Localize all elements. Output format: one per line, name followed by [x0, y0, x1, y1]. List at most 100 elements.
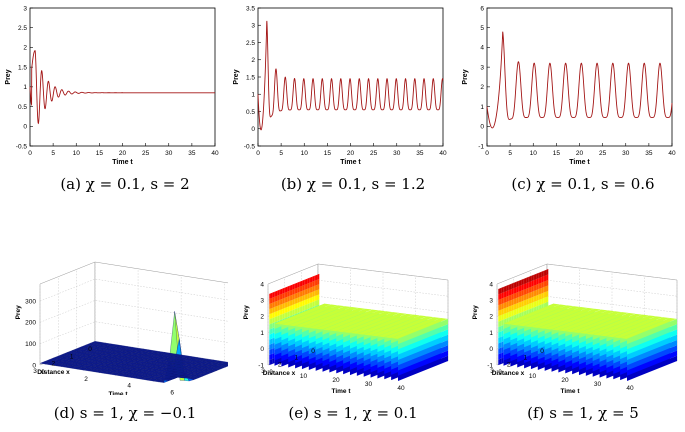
- e-ridge-cell: [282, 292, 285, 299]
- f-ridge-cell: [499, 331, 502, 338]
- e-plateau-cell: [391, 318, 448, 339]
- f-ridge-cell: [504, 285, 507, 292]
- f-ridge-cell: [499, 352, 502, 360]
- d-surface-cell: [224, 362, 228, 365]
- e-ridge-cell: [300, 285, 303, 292]
- f-plateau-cell: [537, 307, 595, 329]
- e-plateau-cell: [308, 307, 366, 329]
- f-ridge-cell: [509, 310, 512, 317]
- f-ridge-cell: [511, 310, 514, 317]
- e-ridge-cell: [295, 297, 298, 304]
- c-xtick-label-0: 0: [485, 150, 489, 157]
- f-plateau-cell: [551, 309, 609, 331]
- f-ridge-cell: [501, 319, 504, 326]
- f-ridge-cell: [518, 280, 520, 287]
- e-ridge-cell: [269, 359, 271, 366]
- e-ridge-cell: [275, 290, 278, 297]
- b-xtick-label-1: 5: [279, 150, 283, 157]
- f-ridge-cell: [524, 288, 527, 295]
- e-ridge-cell: [272, 332, 275, 339]
- f-ridge-cell: [533, 285, 535, 292]
- f-ridge-cell: [509, 283, 512, 290]
- a-xtick-label-0: 0: [28, 150, 32, 157]
- d-xlabel: Distance x: [37, 369, 70, 376]
- f-zgrid-3: [496, 296, 678, 317]
- a-xtick-label-2: 10: [73, 150, 81, 157]
- f-ridge-cell: [523, 283, 525, 290]
- f-ridge-cell: [538, 288, 540, 295]
- e-ridge-cell: [290, 284, 293, 291]
- caption-c: (c) χ = 0.1, s = 0.6: [478, 175, 685, 193]
- f-ztick-label-5: 4: [489, 281, 493, 288]
- e-plateau-cell: [288, 305, 345, 327]
- f-ridge-cell: [503, 302, 505, 309]
- f-ridge-cell: [498, 331, 500, 338]
- f-ridge-cell: [546, 269, 549, 276]
- a-series-prey: [29, 49, 215, 125]
- e-ridge-cell: [304, 284, 306, 291]
- e-ridge-cell: [270, 328, 273, 334]
- e-ridge-cell: [275, 316, 278, 322]
- e-ridge-cell: [270, 333, 273, 340]
- caption-b-text: χ = 0.1, s = 1.2: [306, 175, 426, 193]
- f-ridge-cell: [524, 294, 527, 301]
- e-ridge-cell: [282, 287, 285, 294]
- f-ridge-cell: [498, 299, 500, 306]
- e-ridge-cell: [290, 310, 293, 316]
- f-ridge-cell: [536, 289, 539, 296]
- e-ridge-cell: [270, 323, 273, 329]
- e-ridge-cell: [304, 304, 306, 311]
- f-plateau-cell: [558, 310, 615, 332]
- f-ttick-label-3: 30: [594, 381, 602, 388]
- e-ridge-cell: [299, 296, 301, 303]
- e-ridge-cell: [272, 352, 275, 359]
- e-ridge-cell: [272, 322, 275, 329]
- e-ridge-cell: [315, 289, 318, 296]
- e-ridge-cell: [302, 284, 305, 291]
- f-ridge-cell: [546, 274, 549, 281]
- e-ridge-cell: [312, 286, 315, 292]
- f-ridge-cell: [529, 302, 532, 309]
- b-xtick-label-4: 20: [347, 150, 355, 157]
- e-ridge-cell: [277, 300, 280, 306]
- c-xtick-label-3: 15: [553, 150, 561, 157]
- e-ztick-label-5: 4: [260, 281, 264, 288]
- e-plateau-cell: [363, 314, 421, 336]
- f-ridge-cell: [499, 287, 502, 294]
- f-ridge-cell: [536, 278, 539, 285]
- e-ridge-cell: [305, 278, 308, 285]
- e-ridge-cell: [307, 277, 310, 284]
- e-ridge-cell: [297, 286, 300, 293]
- f-ridge-cell: [498, 315, 500, 322]
- a-xtick-label-8: 40: [211, 150, 219, 157]
- f-ridge-cell: [501, 352, 504, 359]
- f-ridge-cell: [503, 286, 505, 293]
- b-ytick-label-7: 3: [251, 23, 255, 30]
- a-ytick-label-1: 0: [23, 124, 27, 131]
- e-fin-cell: [398, 355, 448, 381]
- e-ridge-cell: [269, 354, 271, 361]
- b-ytick-label-6: 2.5: [246, 40, 255, 47]
- f-ridge-cell: [506, 306, 509, 313]
- a-ytick-label-0: -0.5: [16, 143, 28, 150]
- b-xlabel: Time t: [340, 159, 361, 165]
- e-ridge-cell: [292, 299, 295, 305]
- d-surface-cell: [219, 361, 228, 365]
- c-ytick-label-0: -1: [478, 143, 484, 150]
- f-ridge-cell: [519, 279, 522, 286]
- f-ridge-cell: [506, 301, 509, 308]
- e-ridge-cell: [294, 303, 296, 310]
- e-ridge-cell: [284, 287, 286, 293]
- caption-f: (f) s = 1, χ = 5: [478, 404, 685, 422]
- f-ridge-cell: [499, 293, 502, 300]
- e-ridge-cell: [275, 300, 278, 307]
- e-fin-cell: [398, 339, 448, 366]
- e-ridge-cell: [312, 301, 315, 308]
- e-ridge-cell: [284, 292, 286, 299]
- e-ridge-cell: [314, 275, 316, 281]
- a-ytick-label-4: 1.5: [18, 64, 27, 71]
- f-ridge-cell: [521, 279, 524, 286]
- e-ridge-cell: [269, 313, 271, 320]
- e-ridge-cell: [280, 288, 283, 295]
- f-ridge-cell: [541, 276, 544, 283]
